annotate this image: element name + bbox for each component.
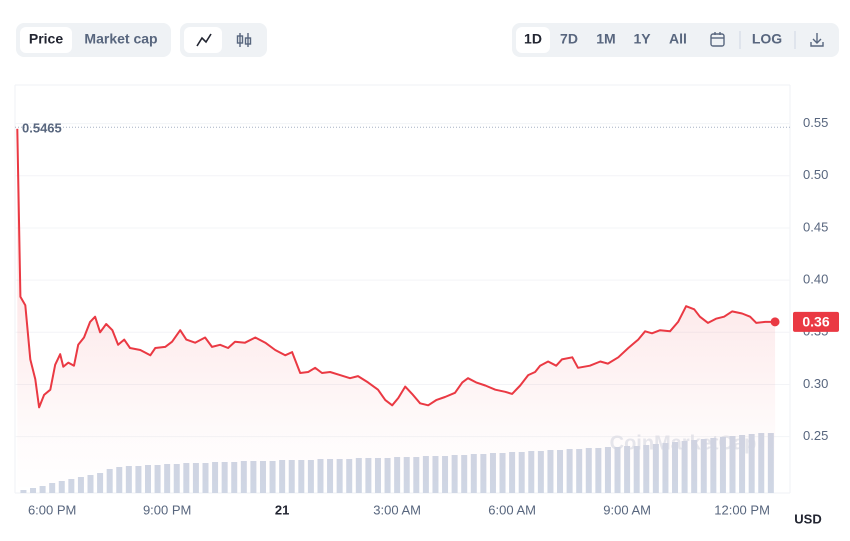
candle-icon[interactable] (236, 33, 252, 47)
calendar-icon[interactable] (710, 32, 725, 47)
range-group (512, 23, 839, 57)
range-button[interactable]: 7D (560, 31, 578, 47)
x-tick-label: 12:00 PM (714, 502, 770, 517)
y-tick-label: 0.30 (803, 376, 828, 391)
range-active (516, 27, 550, 53)
line-icon (196, 33, 212, 47)
tab[interactable]: Price (29, 31, 63, 47)
y-tick-label: 0.25 (803, 428, 828, 443)
plot: 0.250.300.350.400.450.500.556:00 PM9:00 … (15, 115, 839, 517)
high-label: 0.5465 (22, 121, 62, 136)
tab[interactable]: Market cap (84, 31, 157, 47)
price-tag (793, 311, 839, 332)
y-tick-label: 0.40 (803, 272, 828, 287)
range-button[interactable]: All (669, 31, 687, 47)
x-tick-label: 9:00 AM (603, 502, 651, 517)
x-tick-label: 3:00 AM (373, 502, 421, 517)
x-tick-label: 6:00 PM (28, 502, 76, 517)
tab-active (20, 27, 72, 53)
range-button[interactable]: 1D (524, 31, 542, 47)
range-button[interactable]: 1Y (633, 31, 651, 47)
y-tick-label: 0.55 (803, 115, 828, 130)
currency-label: USD (794, 511, 821, 526)
x-tick-label: 21 (275, 502, 289, 517)
download-icon[interactable] (810, 33, 824, 47)
price-line (16, 128, 776, 409)
x-tick-label: 9:00 PM (143, 502, 191, 517)
price-area (17, 128, 776, 494)
y-tick-label: 0.50 (803, 167, 828, 182)
price-tag-label: 0.36 (802, 314, 829, 330)
x-tick-label: 6:00 AM (488, 502, 536, 517)
range-button[interactable]: 1M (596, 31, 615, 47)
last-point (770, 317, 780, 327)
log-button[interactable]: LOG (752, 31, 782, 47)
y-tick-label: 0.45 (803, 219, 828, 234)
